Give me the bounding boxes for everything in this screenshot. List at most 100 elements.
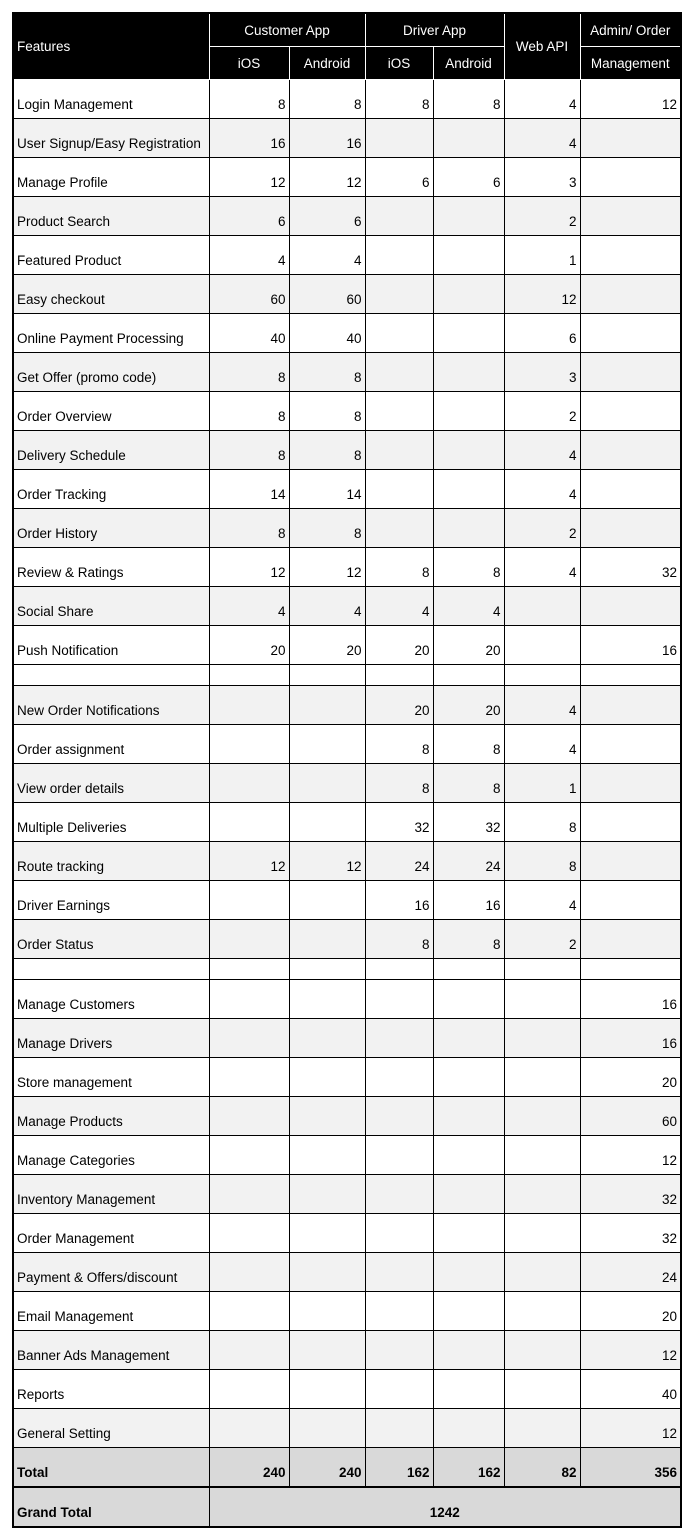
estimate-cell [364, 1252, 434, 1292]
estimate-cell: 40 [208, 313, 290, 353]
estimate-cell: 20 [432, 685, 505, 725]
header-customer-android: Android [288, 46, 366, 80]
table-row: Order Management 32 [12, 1213, 682, 1253]
feature-name-cell: Online Payment Processing [12, 313, 210, 353]
total-cell: 240 [288, 1447, 366, 1488]
empty-cell [579, 958, 682, 980]
estimate-cell [579, 235, 682, 275]
estimate-cell: 32 [579, 1174, 682, 1214]
table-row: Store management 20 [12, 1057, 682, 1097]
estimate-cell [288, 1096, 366, 1136]
estimate-cell: 24 [432, 841, 505, 881]
estimate-cell [288, 979, 366, 1019]
estimate-cell: 8 [503, 841, 581, 881]
estimate-cell [432, 1174, 505, 1214]
estimate-cell: 12 [579, 79, 682, 119]
estimate-cell: 8 [364, 547, 434, 587]
estimate-cell: 20 [288, 625, 366, 665]
estimate-cell: 8 [364, 919, 434, 959]
estimate-cell: 40 [579, 1369, 682, 1409]
estimate-cell: 40 [288, 313, 366, 353]
estimate-cell [432, 979, 505, 1019]
estimate-cell [288, 1408, 366, 1448]
estimate-cell [432, 235, 505, 275]
estimate-cell [208, 1174, 290, 1214]
feature-name-cell: Manage Products [12, 1096, 210, 1136]
estimate-cell [503, 1174, 581, 1214]
estimate-cell [503, 1330, 581, 1370]
grand-total-label: Grand Total [12, 1486, 210, 1528]
estimate-cell [364, 1291, 434, 1331]
estimate-cell [503, 1408, 581, 1448]
estimate-cell [364, 196, 434, 236]
header-driver-app: Driver App [364, 12, 505, 47]
estimate-cell [432, 430, 505, 470]
estimate-cell: 8 [208, 79, 290, 119]
estimate-cell: 2 [503, 508, 581, 548]
empty-cell [432, 664, 505, 686]
estimate-cell: 3 [503, 352, 581, 392]
estimate-cell: 20 [432, 625, 505, 665]
estimate-cell: 20 [579, 1291, 682, 1331]
total-cell: 162 [432, 1447, 505, 1488]
feature-name-cell: Order Status [12, 919, 210, 959]
feature-name-cell: Order Tracking [12, 469, 210, 509]
estimate-cell [208, 979, 290, 1019]
estimate-cell [364, 1174, 434, 1214]
estimate-cell: 8 [208, 508, 290, 548]
table-row: Push Notification 20 20 20 20 16 [12, 625, 682, 665]
empty-cell [12, 958, 210, 980]
feature-name-cell: View order details [12, 763, 210, 803]
total-label: Total [12, 1447, 210, 1488]
feature-name-cell: Manage Customers [12, 979, 210, 1019]
estimate-cell: 60 [579, 1096, 682, 1136]
estimate-cell: 8 [288, 79, 366, 119]
estimate-cell [579, 274, 682, 314]
empty-cell [288, 958, 366, 980]
estimate-cell: 4 [208, 235, 290, 275]
estimate-cell: 32 [432, 802, 505, 842]
table-body: Login Management 8 8 8 8 4 12 User Signup/Easy … [12, 79, 682, 1528]
table-row: Multiple Deliveries 32 32 8 [12, 802, 682, 842]
estimate-cell: 12 [503, 274, 581, 314]
table-row: Featured Product 4 4 1 [12, 235, 682, 275]
empty-cell [364, 958, 434, 980]
estimate-cell [579, 763, 682, 803]
estimate-cell [579, 196, 682, 236]
estimate-cell [503, 586, 581, 626]
estimate-cell [288, 1291, 366, 1331]
table-row: New Order Notifications 20 20 4 [12, 685, 682, 725]
table-row: User Signup/Easy Registration 16 16 4 [12, 118, 682, 158]
estimate-cell: 16 [579, 1018, 682, 1058]
estimate-cell: 16 [579, 979, 682, 1019]
estimate-cell [208, 1213, 290, 1253]
estimate-cell [503, 625, 581, 665]
feature-name-cell: Email Management [12, 1291, 210, 1331]
table-row: General Setting 12 [12, 1408, 682, 1448]
header-web-api: Web API [503, 12, 581, 80]
estimate-cell [288, 1174, 366, 1214]
estimate-cell [288, 880, 366, 920]
estimate-cell [364, 1369, 434, 1409]
estimate-cell [579, 157, 682, 197]
estimate-cell [432, 469, 505, 509]
estimate-cell: 32 [579, 1213, 682, 1253]
table-row: Manage Drivers 16 [12, 1018, 682, 1058]
estimate-cell: 12 [579, 1408, 682, 1448]
feature-name-cell: Login Management [12, 79, 210, 119]
table-row: Order Tracking 14 14 4 [12, 469, 682, 509]
estimate-cell: 4 [503, 118, 581, 158]
estimate-cell [288, 1369, 366, 1409]
estimate-cell: 3 [503, 157, 581, 197]
estimate-cell [288, 685, 366, 725]
feature-name-cell: Order assignment [12, 724, 210, 764]
estimate-cell [288, 1018, 366, 1058]
estimate-cell [208, 1369, 290, 1409]
empty-cell [208, 664, 290, 686]
feature-name-cell: Manage Drivers [12, 1018, 210, 1058]
table-row: Reports 40 [12, 1369, 682, 1409]
estimate-cell [432, 508, 505, 548]
estimate-cell [364, 430, 434, 470]
estimate-cell: 16 [208, 118, 290, 158]
header-driver-android: Android [432, 46, 505, 80]
